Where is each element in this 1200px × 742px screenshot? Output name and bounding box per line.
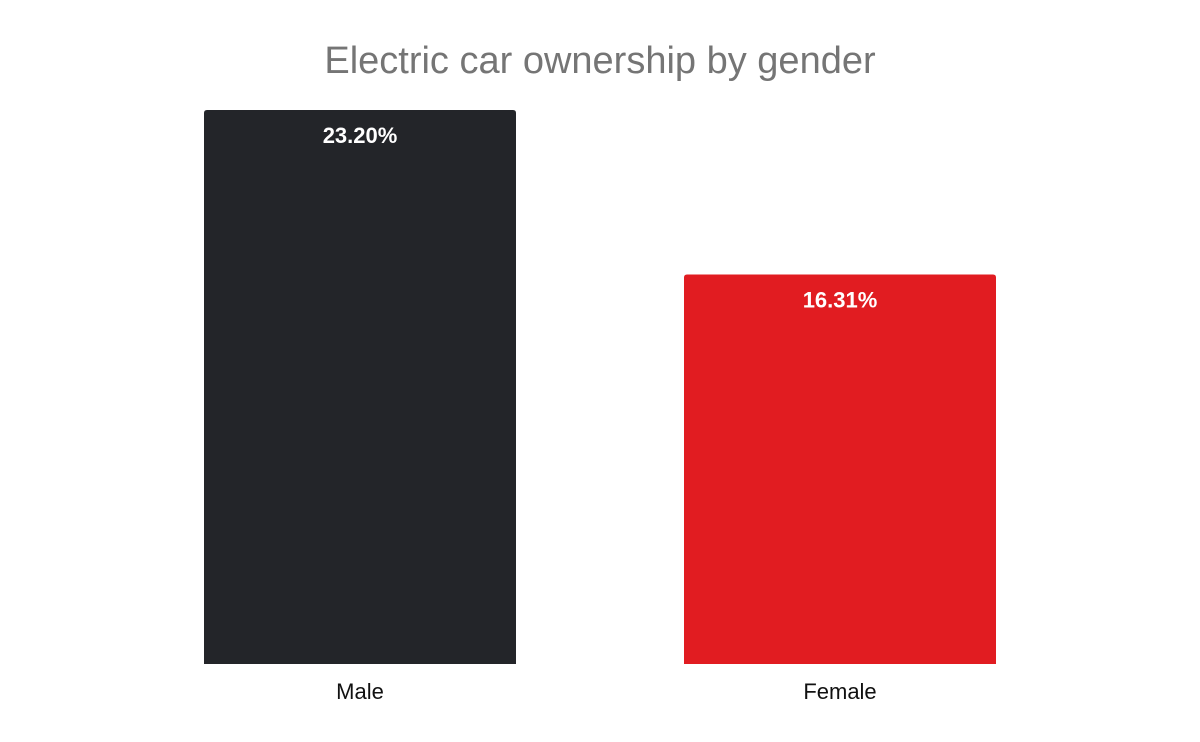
bars-layer — [204, 110, 996, 664]
bar-male — [204, 110, 516, 664]
bar-female — [684, 274, 996, 664]
x-tick-label-male: Male — [336, 679, 384, 704]
value-label-male: 23.20% — [323, 123, 398, 148]
chart-title: Electric car ownership by gender — [324, 40, 876, 82]
value-label-female: 16.31% — [803, 288, 878, 313]
value-labels-layer: 23.20% 16.31% — [323, 123, 878, 313]
x-tick-label-female: Female — [803, 679, 876, 704]
x-axis-tick-labels: Male Female — [336, 679, 877, 704]
